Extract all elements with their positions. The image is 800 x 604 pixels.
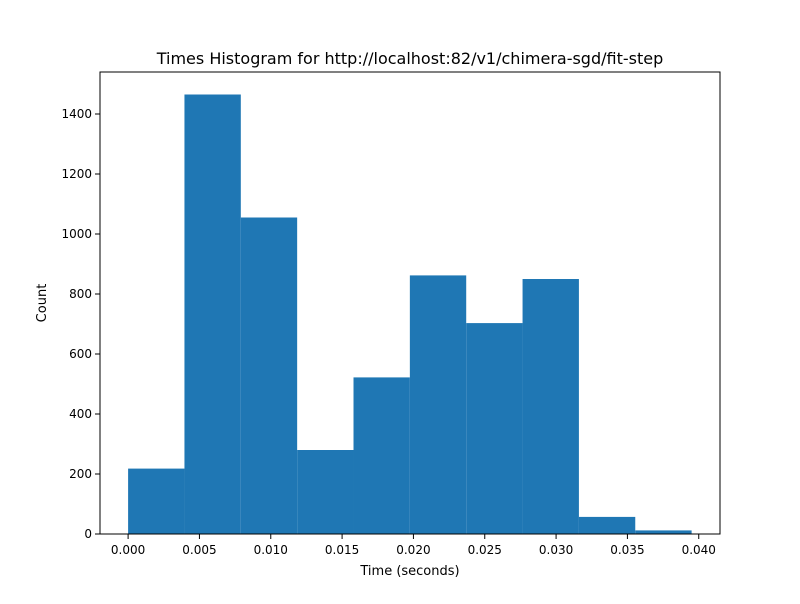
plot-frame — [99, 71, 721, 535]
x-tick-label: 0.010 — [254, 543, 288, 557]
histogram-bar — [297, 450, 354, 534]
histogram-bar — [466, 323, 523, 534]
chart-title: Times Histogram for http://localhost:82/… — [156, 49, 664, 68]
x-tick-label: 0.035 — [610, 543, 644, 557]
y-tick-label: 800 — [69, 287, 92, 301]
y-tick-label: 400 — [69, 407, 92, 421]
y-tick-label: 200 — [69, 467, 92, 481]
histogram-bar — [184, 94, 241, 534]
x-tick-label: 0.000 — [111, 543, 145, 557]
x-tick-label: 0.020 — [396, 543, 430, 557]
histogram-bar — [240, 217, 298, 534]
y-tick-label: 600 — [69, 347, 92, 361]
histogram-bar — [522, 279, 579, 534]
x-tick-label: 0.030 — [539, 543, 573, 557]
x-axis-label: Time (seconds) — [359, 564, 459, 579]
histogram-bar — [128, 468, 185, 534]
histogram-bar — [409, 275, 467, 534]
x-tick-label: 0.025 — [468, 543, 502, 557]
bars-layer — [128, 94, 692, 534]
histogram-bar — [353, 377, 410, 534]
x-tick-label: 0.040 — [682, 543, 716, 557]
y-tick-label: 1000 — [61, 227, 92, 241]
y-tick-label: 0 — [84, 527, 92, 541]
y-tick-label: 1400 — [61, 107, 92, 121]
y-tick-label: 1200 — [61, 167, 92, 181]
x-tick-label: 0.005 — [182, 543, 216, 557]
x-tick-label: 0.015 — [325, 543, 359, 557]
y-axis: 0 200 400 600 800 1000 1200 1400 — [61, 107, 100, 541]
x-axis: 0.000 0.005 0.010 0.015 0.020 0.025 0.030 0.035… — [111, 534, 716, 557]
y-axis-label: Count — [35, 284, 50, 323]
histogram-bar — [578, 516, 636, 534]
histogram-bar — [635, 530, 692, 534]
